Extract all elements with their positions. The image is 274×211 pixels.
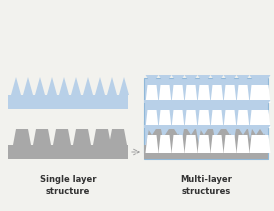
Polygon shape bbox=[158, 100, 172, 110]
Polygon shape bbox=[11, 77, 21, 95]
Polygon shape bbox=[224, 135, 236, 153]
Polygon shape bbox=[236, 125, 250, 135]
Polygon shape bbox=[158, 135, 172, 153]
Polygon shape bbox=[233, 129, 251, 145]
Polygon shape bbox=[198, 129, 216, 145]
Polygon shape bbox=[198, 100, 210, 110]
Polygon shape bbox=[184, 135, 198, 153]
Polygon shape bbox=[145, 110, 158, 128]
Polygon shape bbox=[119, 77, 129, 95]
Polygon shape bbox=[172, 125, 184, 135]
Polygon shape bbox=[33, 129, 51, 145]
Polygon shape bbox=[145, 85, 158, 103]
Polygon shape bbox=[71, 77, 81, 95]
Polygon shape bbox=[73, 129, 91, 145]
Polygon shape bbox=[53, 129, 71, 145]
Polygon shape bbox=[258, 85, 270, 103]
Polygon shape bbox=[236, 75, 250, 85]
Polygon shape bbox=[250, 125, 262, 135]
Polygon shape bbox=[184, 125, 198, 135]
Polygon shape bbox=[258, 110, 270, 128]
Polygon shape bbox=[258, 125, 270, 135]
Bar bbox=[144, 125, 268, 128]
Bar bbox=[144, 100, 268, 103]
Polygon shape bbox=[59, 77, 69, 95]
Polygon shape bbox=[224, 75, 236, 85]
Polygon shape bbox=[47, 77, 57, 95]
Text: Single layer
structure: Single layer structure bbox=[40, 175, 96, 196]
Polygon shape bbox=[236, 100, 250, 110]
Polygon shape bbox=[198, 85, 210, 103]
Polygon shape bbox=[250, 100, 262, 110]
Polygon shape bbox=[184, 110, 198, 128]
Polygon shape bbox=[145, 125, 158, 135]
Polygon shape bbox=[93, 129, 111, 145]
Polygon shape bbox=[224, 100, 236, 110]
Polygon shape bbox=[145, 135, 158, 153]
Polygon shape bbox=[210, 75, 224, 85]
Polygon shape bbox=[224, 85, 236, 103]
Polygon shape bbox=[109, 129, 127, 145]
Polygon shape bbox=[158, 75, 172, 85]
Polygon shape bbox=[250, 135, 262, 153]
Polygon shape bbox=[250, 75, 262, 85]
Polygon shape bbox=[13, 129, 31, 145]
Bar bbox=[144, 145, 268, 159]
Polygon shape bbox=[107, 77, 117, 95]
Polygon shape bbox=[35, 77, 45, 95]
Polygon shape bbox=[158, 125, 172, 135]
Polygon shape bbox=[198, 135, 210, 153]
Polygon shape bbox=[236, 110, 250, 128]
Polygon shape bbox=[210, 100, 224, 110]
Polygon shape bbox=[158, 85, 172, 103]
Polygon shape bbox=[236, 85, 250, 103]
Polygon shape bbox=[250, 110, 262, 128]
Polygon shape bbox=[236, 135, 250, 153]
Polygon shape bbox=[172, 100, 184, 110]
Bar bbox=[8, 95, 128, 109]
Polygon shape bbox=[198, 75, 210, 85]
Polygon shape bbox=[215, 129, 233, 145]
Polygon shape bbox=[184, 100, 198, 110]
Text: Multi-layer
structures: Multi-layer structures bbox=[180, 175, 232, 196]
Polygon shape bbox=[23, 77, 33, 95]
Polygon shape bbox=[224, 125, 236, 135]
Polygon shape bbox=[210, 85, 224, 103]
Polygon shape bbox=[172, 85, 184, 103]
Polygon shape bbox=[198, 125, 210, 135]
Polygon shape bbox=[224, 110, 236, 128]
Polygon shape bbox=[210, 125, 224, 135]
Polygon shape bbox=[172, 110, 184, 128]
Polygon shape bbox=[258, 75, 270, 85]
Polygon shape bbox=[95, 77, 105, 95]
Polygon shape bbox=[258, 100, 270, 110]
Bar bbox=[144, 121, 268, 159]
Polygon shape bbox=[146, 129, 164, 145]
Polygon shape bbox=[249, 129, 267, 145]
Bar bbox=[8, 145, 128, 159]
Polygon shape bbox=[210, 110, 224, 128]
Polygon shape bbox=[83, 77, 93, 95]
Polygon shape bbox=[172, 75, 184, 85]
Polygon shape bbox=[172, 135, 184, 153]
Polygon shape bbox=[210, 135, 224, 153]
Polygon shape bbox=[184, 75, 198, 85]
Polygon shape bbox=[163, 129, 181, 145]
Polygon shape bbox=[198, 110, 210, 128]
Polygon shape bbox=[181, 129, 199, 145]
Polygon shape bbox=[145, 75, 158, 85]
Polygon shape bbox=[258, 135, 270, 153]
Polygon shape bbox=[158, 110, 172, 128]
Polygon shape bbox=[184, 85, 198, 103]
Bar bbox=[144, 78, 268, 153]
Polygon shape bbox=[250, 85, 262, 103]
Polygon shape bbox=[145, 100, 158, 110]
